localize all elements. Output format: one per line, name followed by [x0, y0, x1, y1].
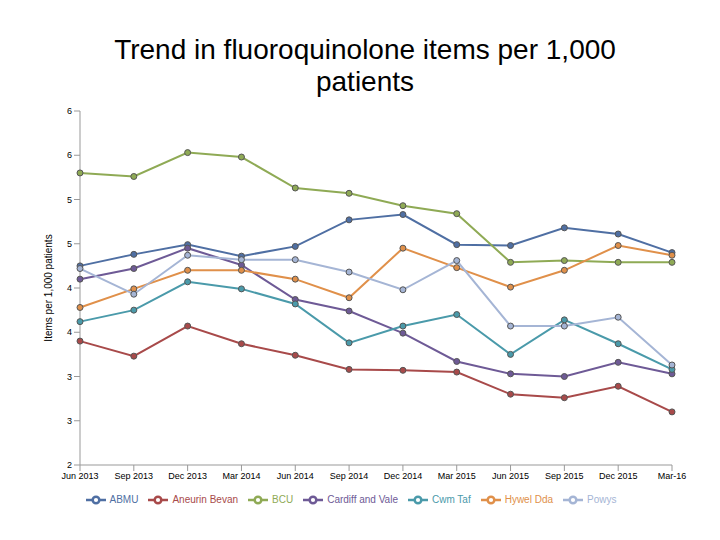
html-text:Powys: Powys: [587, 493, 617, 505]
html-text:Cardiff and Vale: Cardiff and Vale: [327, 493, 398, 505]
svg-text:Dec 2013: Dec 2013: [168, 471, 207, 481]
svg-text:Dec 2014: Dec 2014: [384, 471, 423, 481]
svg-text:Items per 1,000 patients: Items per 1,000 patients: [43, 234, 54, 341]
svg-text:3: 3: [67, 372, 72, 382]
svg-text:Mar 2015: Mar 2015: [438, 471, 476, 481]
svg-text:Jun 2013: Jun 2013: [61, 471, 98, 481]
svg-text:Sep 2013: Sep 2013: [115, 471, 154, 481]
html-text:Cwm Taf: Cwm Taf: [432, 493, 471, 505]
html-text:BCU: BCU: [272, 493, 294, 505]
html-text:Trend in fluoroquinolone items: Trend in fluoroquinolone items per 1,000…: [114, 34, 616, 97]
svg-text:2: 2: [67, 460, 72, 470]
html-text:Aneurin Bevan: Aneurin Bevan: [172, 493, 238, 505]
svg-text:5: 5: [67, 195, 72, 205]
svg-text:6: 6: [67, 106, 72, 116]
html-text:Hywel Dda: Hywel Dda: [504, 493, 553, 505]
svg-text:6: 6: [67, 150, 72, 160]
svg-text:Jun 2014: Jun 2014: [277, 471, 314, 481]
svg-text:Sep 2014: Sep 2014: [330, 471, 369, 481]
svg-text:Mar 2014: Mar 2014: [222, 471, 260, 481]
html-text:ABMU: ABMU: [109, 493, 139, 505]
svg-text:Dec 2015: Dec 2015: [599, 471, 638, 481]
svg-text:Jun 2015: Jun 2015: [492, 471, 529, 481]
svg-text:4: 4: [67, 327, 72, 337]
svg-text:Mar-16: Mar-16: [658, 471, 687, 481]
svg-text:Sep 2015: Sep 2015: [545, 471, 584, 481]
svg-text:4: 4: [67, 283, 72, 293]
svg-text:3: 3: [67, 416, 72, 426]
svg-text:5: 5: [67, 239, 72, 249]
